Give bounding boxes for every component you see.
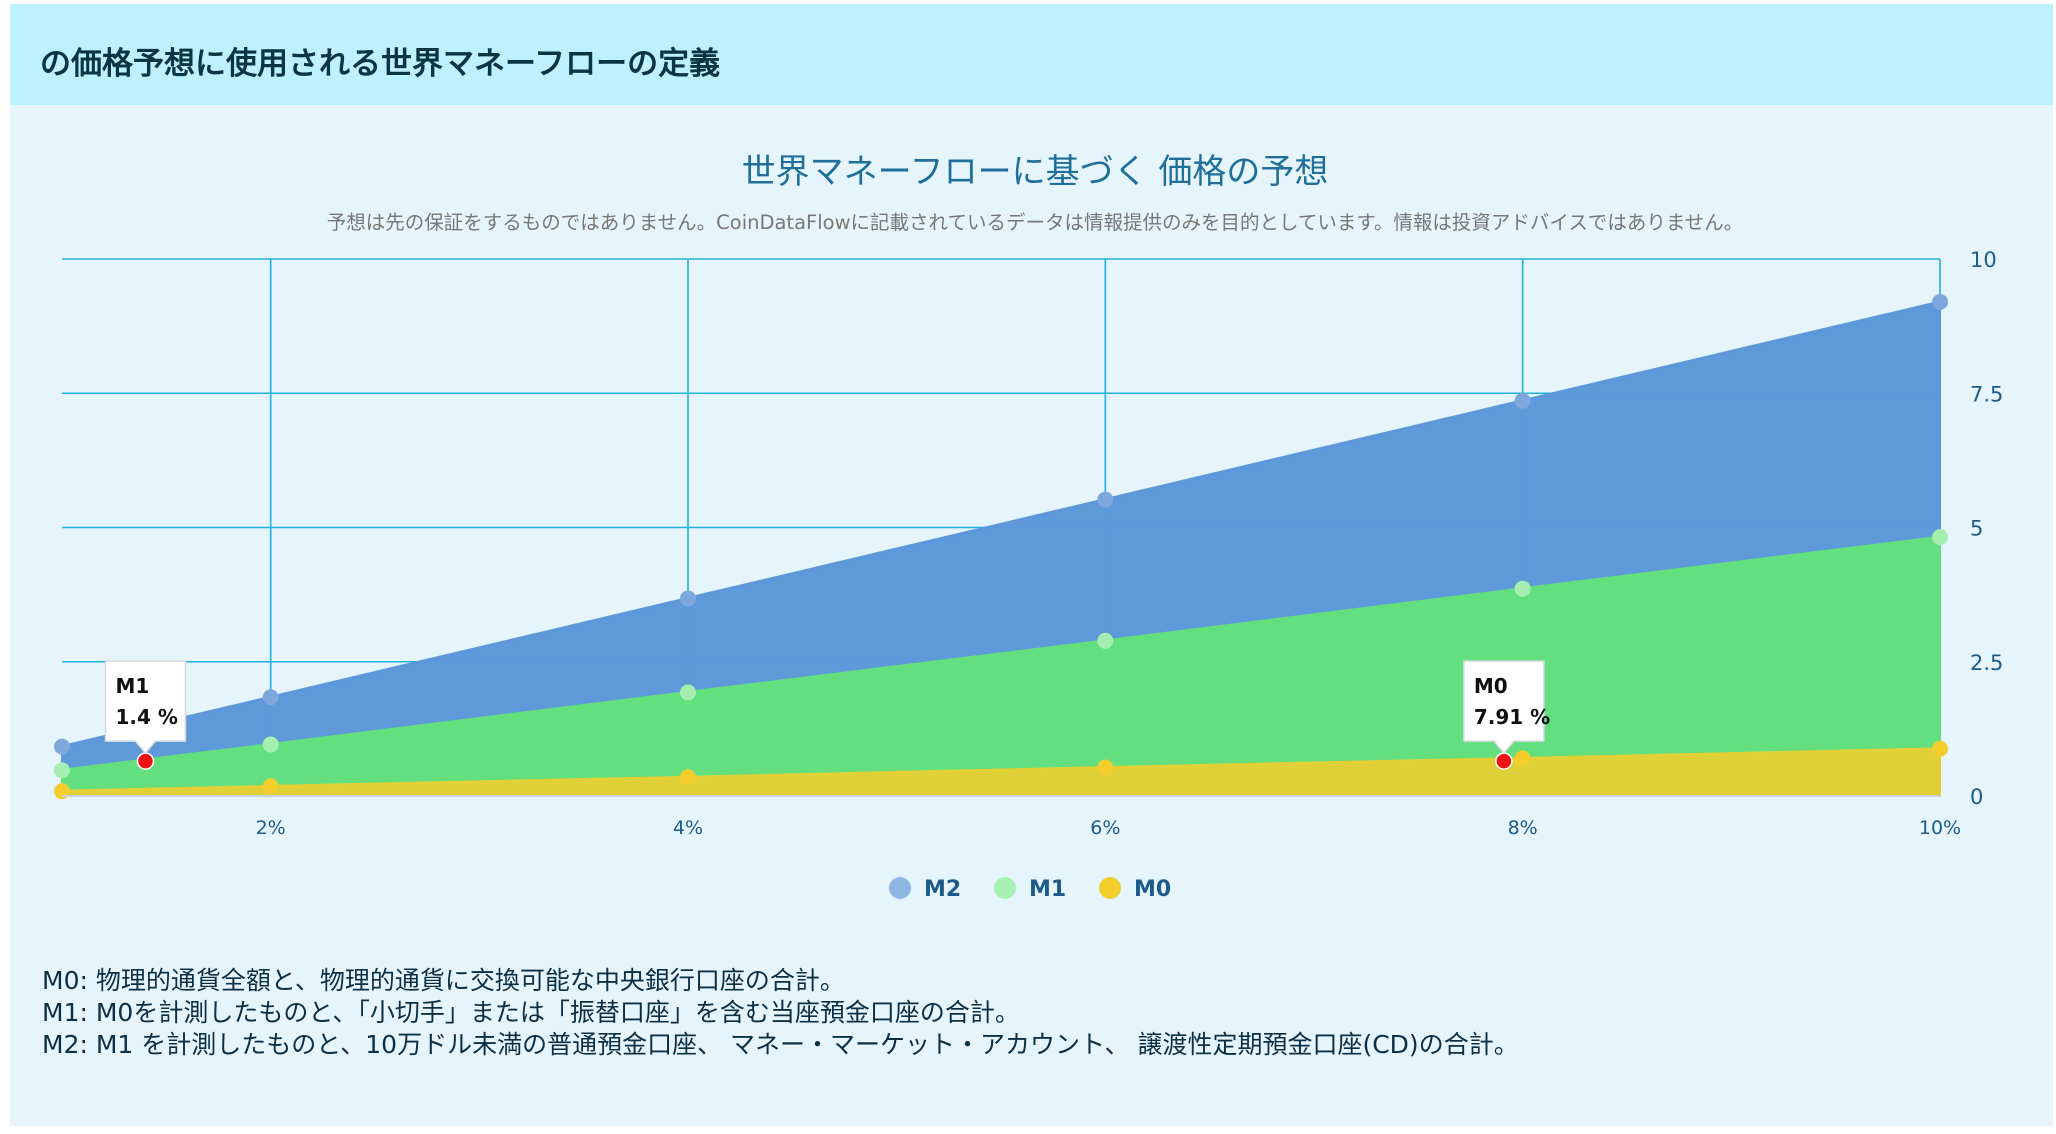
point-m2[interactable]	[1514, 392, 1531, 409]
point-m2[interactable]	[1097, 491, 1114, 508]
point-m1[interactable]	[1932, 529, 1948, 546]
point-m2[interactable]	[262, 689, 279, 706]
point-m0[interactable]	[1097, 759, 1114, 776]
point-m0[interactable]	[1932, 740, 1948, 757]
highlight-point-m0[interactable]	[1495, 752, 1513, 770]
highlight-point-m1[interactable]	[136, 752, 155, 770]
legend-marker	[994, 877, 1016, 899]
tooltip-box	[104, 660, 187, 755]
legend-label: M2	[924, 877, 961, 902]
tooltip-series-label: M1	[115, 674, 149, 698]
y-tick-label: 7.5	[1970, 382, 2003, 406]
tooltip-value-label: 7.91 %	[1474, 705, 1550, 729]
point-m0[interactable]	[1514, 750, 1531, 767]
point-m1[interactable]	[262, 736, 279, 753]
line-m2	[61, 300, 1941, 749]
x-tick-label: 10%	[1919, 817, 1961, 839]
tooltip-m0: M0 7.91 %	[1463, 660, 1550, 755]
y-tick-label: 5	[1970, 517, 1983, 541]
definition-m1: M1: M0を計測したものと、「小切手」または「振替口座」を含む当座預金口座の合…	[42, 998, 1020, 1027]
card-title: の価格予想に使用される世界マネーフローの定義	[40, 46, 721, 82]
legend-label: M0	[1134, 877, 1171, 902]
chart-title: 世界マネーフローに基づく 価格の予想	[742, 152, 1329, 192]
x-tick-label: 2%	[256, 817, 286, 839]
card-header: の価格予想に使用される世界マネーフローの定義	[10, 4, 2053, 105]
legend-label: M1	[1029, 877, 1066, 902]
y-tick-label: 2.5	[1970, 651, 2003, 675]
definition-m2: M2: M1 を計測したものと、10万ドル未満の普通預金口座、 マネー・マーケッ…	[42, 1030, 1519, 1059]
legend-marker	[1099, 877, 1121, 899]
point-m1[interactable]	[54, 762, 70, 779]
point-m0[interactable]	[680, 769, 696, 786]
tooltip-box	[1463, 660, 1545, 755]
legend-item-m0[interactable]: M0	[1099, 877, 1171, 902]
point-m2[interactable]	[1932, 293, 1948, 310]
point-m1[interactable]	[1097, 632, 1114, 649]
x-tick-label: 8%	[1508, 817, 1538, 839]
point-m2[interactable]	[54, 738, 70, 755]
definition-m0: M0: 物理的通貨全額と、物理的通貨に交換可能な中央銀行口座の合計。	[42, 966, 845, 995]
legend-item-m2[interactable]: M2	[889, 877, 961, 902]
x-tick-label: 6%	[1090, 817, 1120, 839]
line-m1	[61, 535, 1941, 772]
tooltip-series-label: M0	[1474, 674, 1508, 698]
tooltip-value-label: 1.4 %	[115, 705, 177, 729]
point-m2[interactable]	[680, 590, 696, 607]
point-m1[interactable]	[680, 684, 696, 701]
line-m0	[61, 747, 1941, 793]
x-tick-label: 4%	[673, 817, 703, 839]
legend-marker	[889, 877, 911, 899]
point-m1[interactable]	[1514, 580, 1531, 597]
y-tick-label: 0	[1970, 785, 1983, 809]
tooltip-m1: M1 1.4 %	[104, 660, 187, 755]
y-tick-label: 10	[1970, 248, 1997, 272]
chart-subtitle: 予想は先の保証をするものではありません。CoinDataFlowに記載されている…	[327, 211, 1744, 234]
point-m0[interactable]	[262, 778, 279, 795]
money-definitions: M0: 物理的通貨全額と、物理的通貨に交換可能な中央銀行口座の合計。 M1: M…	[42, 965, 1519, 1061]
legend-item-m1[interactable]: M1	[994, 877, 1066, 902]
